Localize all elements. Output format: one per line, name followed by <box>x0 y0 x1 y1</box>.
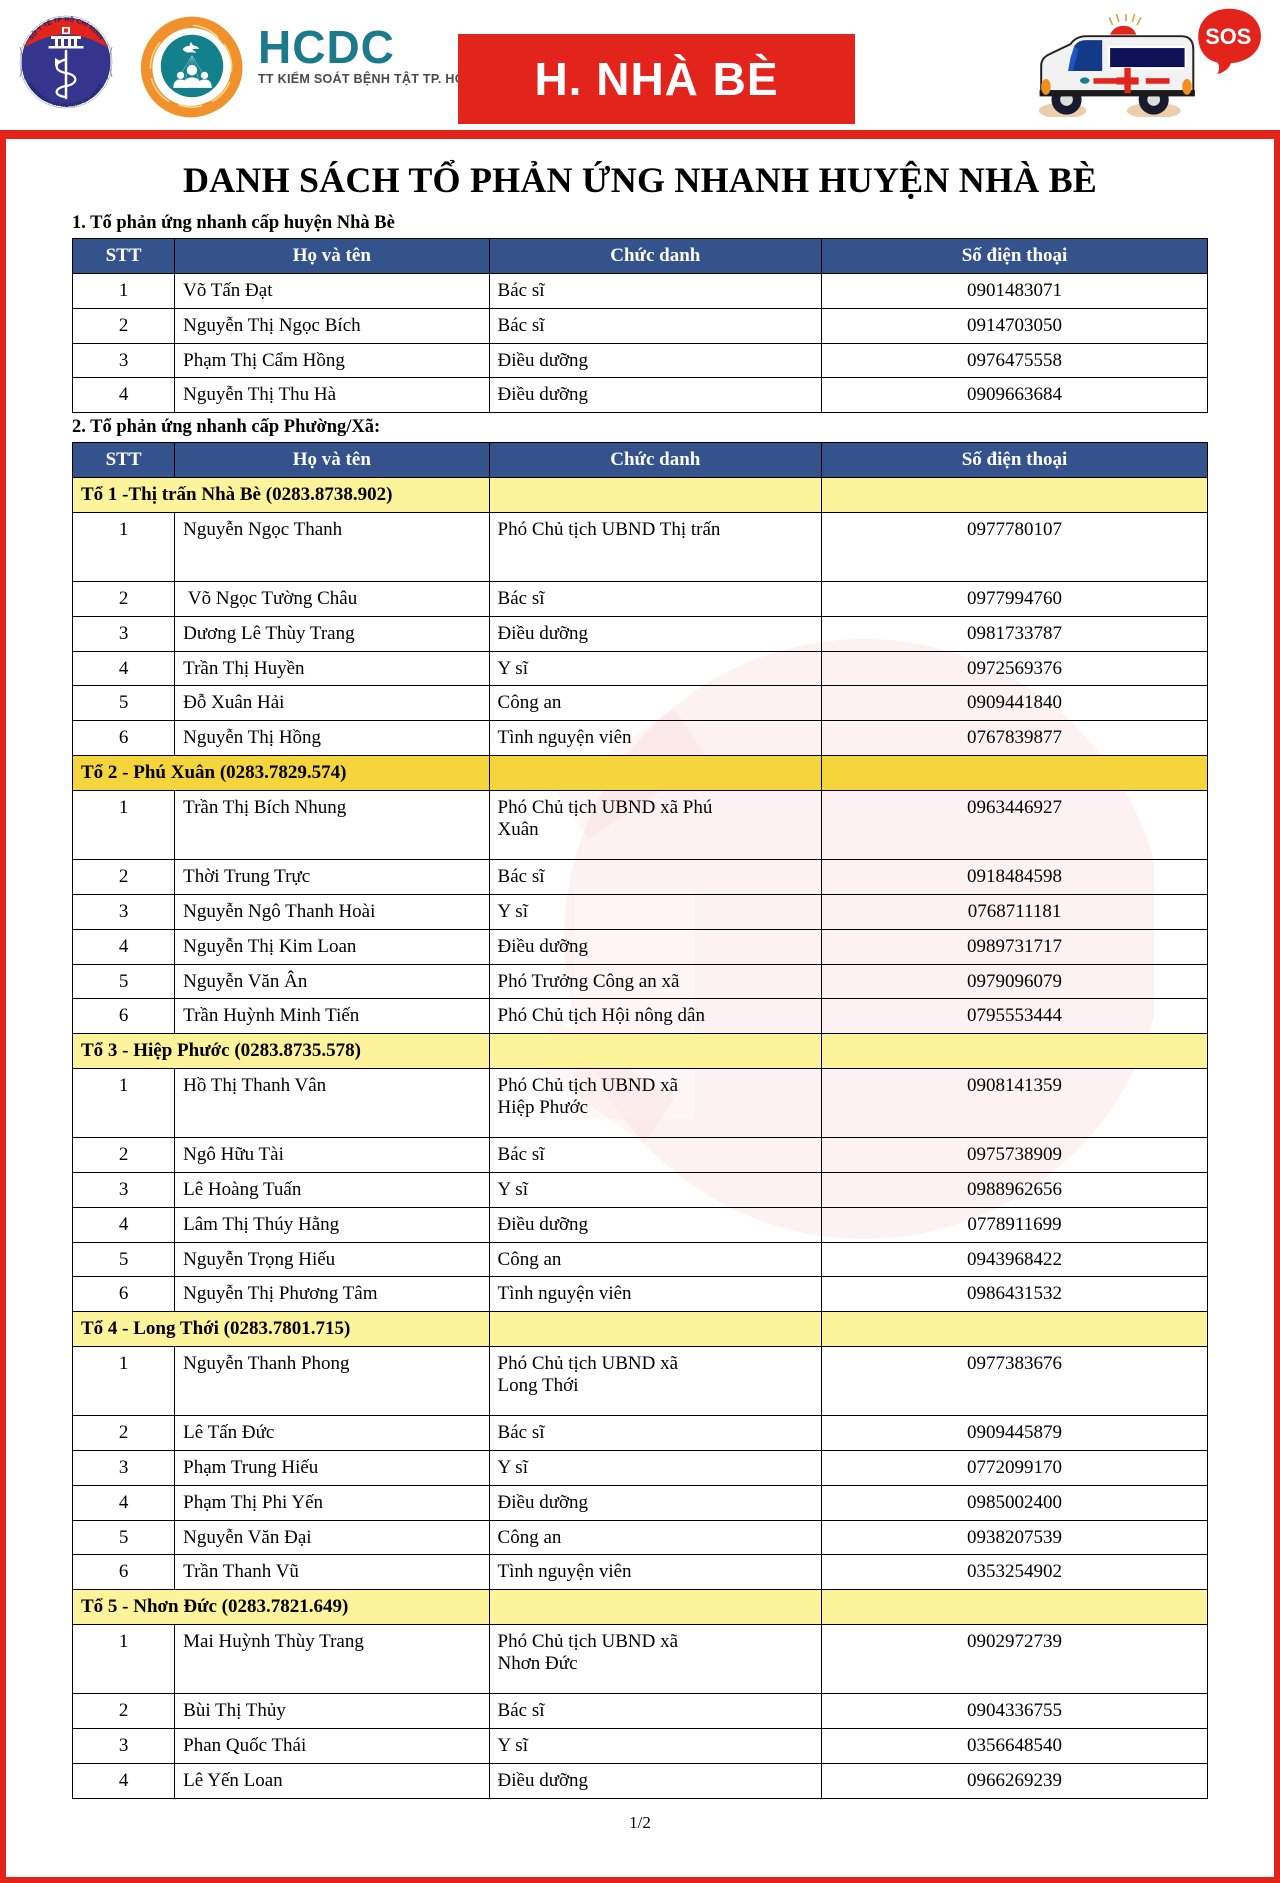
svg-text:SOS: SOS <box>1205 24 1251 49</box>
